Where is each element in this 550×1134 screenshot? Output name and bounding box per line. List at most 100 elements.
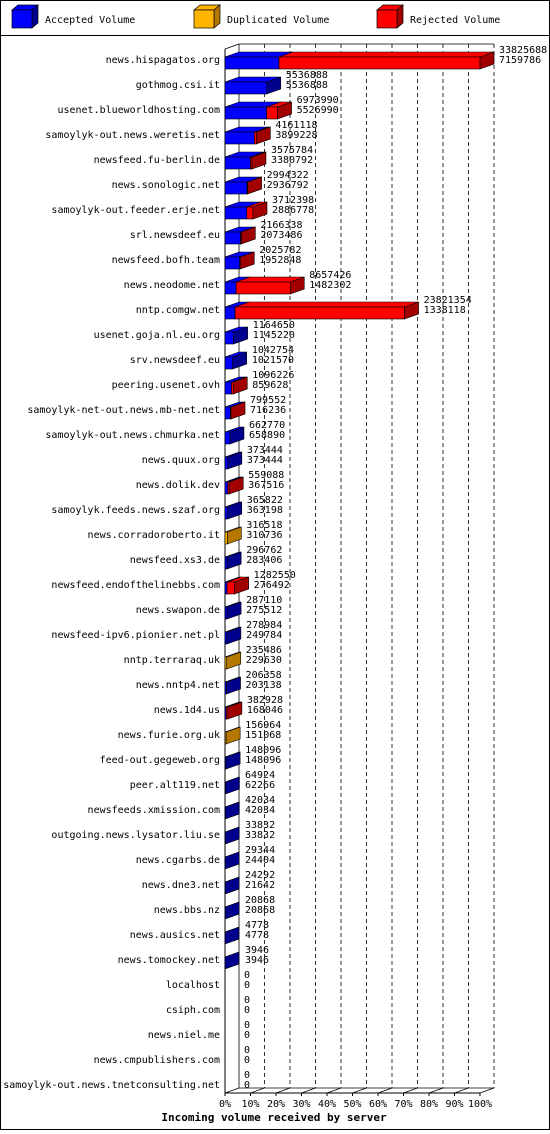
accepted-value-label: 2936792 — [267, 180, 309, 191]
bar-rejected-front — [247, 207, 253, 219]
bar-duplicated-front — [225, 532, 227, 544]
server-label: news.corradoroberto.it — [88, 530, 220, 541]
server-label: news.neodome.net — [124, 280, 220, 291]
legend-label: Rejected Volume — [410, 15, 500, 26]
server-label: usenet.blueworldhosting.com — [57, 105, 220, 116]
x-tick-label: 0% — [219, 1099, 231, 1110]
bar-accepted-front — [225, 232, 241, 244]
accepted-value-label: 0 — [244, 980, 250, 991]
bar-samoylyk-out-feeder-erje-net — [225, 202, 267, 219]
server-label: news.furie.org.uk — [118, 730, 220, 741]
bar-accepted-front — [225, 82, 267, 94]
server-label: newsfeed.endofthelinebbs.com — [51, 580, 220, 591]
accepted-value-label: 42034 — [245, 805, 275, 816]
accepted-value-label: 658890 — [249, 430, 285, 441]
legend-label: Accepted Volume — [45, 15, 135, 26]
bar-rejected-front — [236, 282, 290, 294]
x-tick-label: 80% — [420, 1099, 438, 1110]
server-label: nntp.terraraq.uk — [124, 655, 220, 666]
accepted-value-label: 33832 — [245, 830, 275, 841]
bar-accepted-front — [225, 157, 250, 169]
bar-accepted-front — [225, 557, 227, 569]
accepted-value-label: 249784 — [246, 630, 282, 641]
accepted-value-label: 0 — [244, 1080, 250, 1091]
accepted-value-label: 275512 — [246, 605, 282, 616]
x-tick-label: 10% — [241, 1099, 259, 1110]
server-label: samoylyk.feeds.news.szaf.org — [51, 505, 220, 516]
bar-accepted-front — [225, 107, 267, 119]
accepted-value-label: 0 — [244, 1005, 250, 1016]
server-label: srv.newsdeef.eu — [130, 355, 220, 366]
bar-rejected-front — [267, 107, 278, 119]
server-label: news.cmpublishers.com — [94, 1055, 220, 1066]
accepted-value-label: 24404 — [245, 855, 275, 866]
server-label: usenet.goja.nl.eu.org — [94, 330, 220, 341]
bar-rejected — [235, 302, 418, 319]
server-label: srl.newsdeef.eu — [130, 230, 220, 241]
accepted-value-label: 62266 — [245, 780, 275, 791]
bar-accepted-front — [225, 307, 235, 319]
bar-news-neodome-net — [225, 277, 304, 294]
accepted-value-label: 859628 — [252, 380, 288, 391]
bar-accepted-front — [225, 57, 279, 69]
server-label: samoylyk-out.news.chmurka.net — [45, 430, 220, 441]
server-label: news.cgarbs.de — [136, 855, 220, 866]
bar-accepted-front — [225, 507, 228, 519]
bar-accepted-front — [225, 432, 230, 444]
accepted-value-label: 0 — [244, 1030, 250, 1041]
accepted-value-label: 2886778 — [272, 205, 314, 216]
bar-accepted-front — [225, 457, 228, 469]
bar-rejected-top — [235, 302, 418, 307]
accepted-value-label: 20868 — [245, 905, 275, 916]
x-tick-label: 100% — [468, 1099, 492, 1110]
server-label: newsfeed.bofh.team — [112, 255, 220, 266]
server-label: news.tomockey.net — [118, 955, 220, 966]
bar-accepted-front — [225, 382, 231, 394]
accepted-value-label: 21642 — [245, 880, 275, 891]
accepted-value-label: 1952848 — [259, 255, 301, 266]
accepted-value-label: 0 — [244, 1055, 250, 1066]
bar-rejected — [279, 52, 494, 69]
bar-accepted-front — [225, 132, 254, 144]
x-axis-title: Incoming volume received by server — [161, 1111, 387, 1124]
x-tick-label: 70% — [394, 1099, 412, 1110]
bar-nntp-comgw-net — [225, 302, 419, 319]
accepted-value-label: 168046 — [247, 705, 283, 716]
server-label: news.dolik.dev — [136, 480, 220, 491]
bar-accepted-front — [225, 582, 227, 594]
x-tick-label: 60% — [369, 1099, 387, 1110]
server-label: peer.alt119.net — [130, 780, 220, 791]
accepted-value-label: 367516 — [248, 480, 284, 491]
server-label: news.dne3.net — [142, 880, 220, 891]
accepted-value-label: 2073486 — [260, 230, 302, 241]
bar-accepted-front — [225, 282, 236, 294]
server-label: news.ausics.net — [130, 930, 220, 941]
accepted-value-label: 3946 — [245, 955, 269, 966]
accepted-value-label: 3899228 — [275, 130, 317, 141]
server-label: gothmog.csi.it — [136, 80, 220, 91]
accepted-value-label: 151068 — [245, 730, 281, 741]
x-tick-label: 50% — [343, 1099, 361, 1110]
server-label: newsfeed.xs3.de — [130, 555, 220, 566]
accepted-value-label: 1482302 — [309, 280, 351, 291]
bar-rejected-top — [279, 52, 494, 57]
server-label: newsfeed-ipv6.pionier.net.pl — [51, 630, 220, 641]
server-label: outgoing.news.lysator.liu.se — [51, 830, 220, 841]
bar-accepted-front — [225, 332, 234, 344]
x-tick-label: 30% — [292, 1099, 310, 1110]
accepted-value-label: 1338118 — [424, 305, 466, 316]
server-label: samoylyk-out.feeder.erje.net — [51, 205, 220, 216]
accepted-value-label: 5526990 — [297, 105, 339, 116]
x-tick-label: 40% — [318, 1099, 336, 1110]
accepted-value-label: 148096 — [245, 755, 281, 766]
server-label: news.quux.org — [142, 455, 220, 466]
bar-gothmog-csi-it — [225, 77, 281, 94]
bar-rejected-front — [279, 57, 480, 69]
server-label: news.swapon.de — [136, 605, 220, 616]
bar-rejected — [236, 277, 304, 294]
bar-accepted-front — [225, 357, 233, 369]
bar-news-hispagatos-org — [225, 52, 494, 69]
accepted-value-label: 1145220 — [253, 330, 295, 341]
